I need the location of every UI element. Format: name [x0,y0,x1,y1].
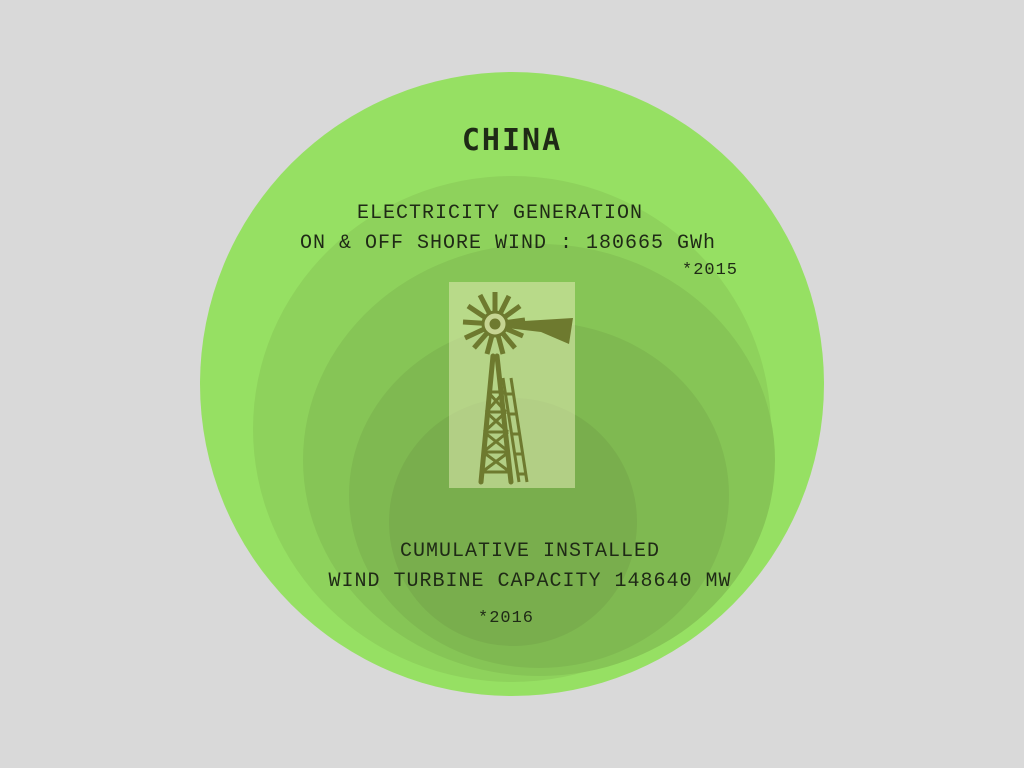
windmill-icon [462,292,573,485]
generation-value: ON & OFF SHORE WIND : 180665 GWh [299,232,717,255]
country-title: CHINA [461,123,563,158]
capacity-label: CUMULATIVE INSTALLED [399,540,661,563]
windmill-image-box [449,282,575,488]
capacity-value: WIND TURBINE CAPACITY 148640 MW [328,570,732,593]
capacity-year-note: *2016 [478,609,535,628]
generation-label: ELECTRICITY GENERATION [356,202,644,225]
generation-year-note: *2015 [682,261,739,280]
